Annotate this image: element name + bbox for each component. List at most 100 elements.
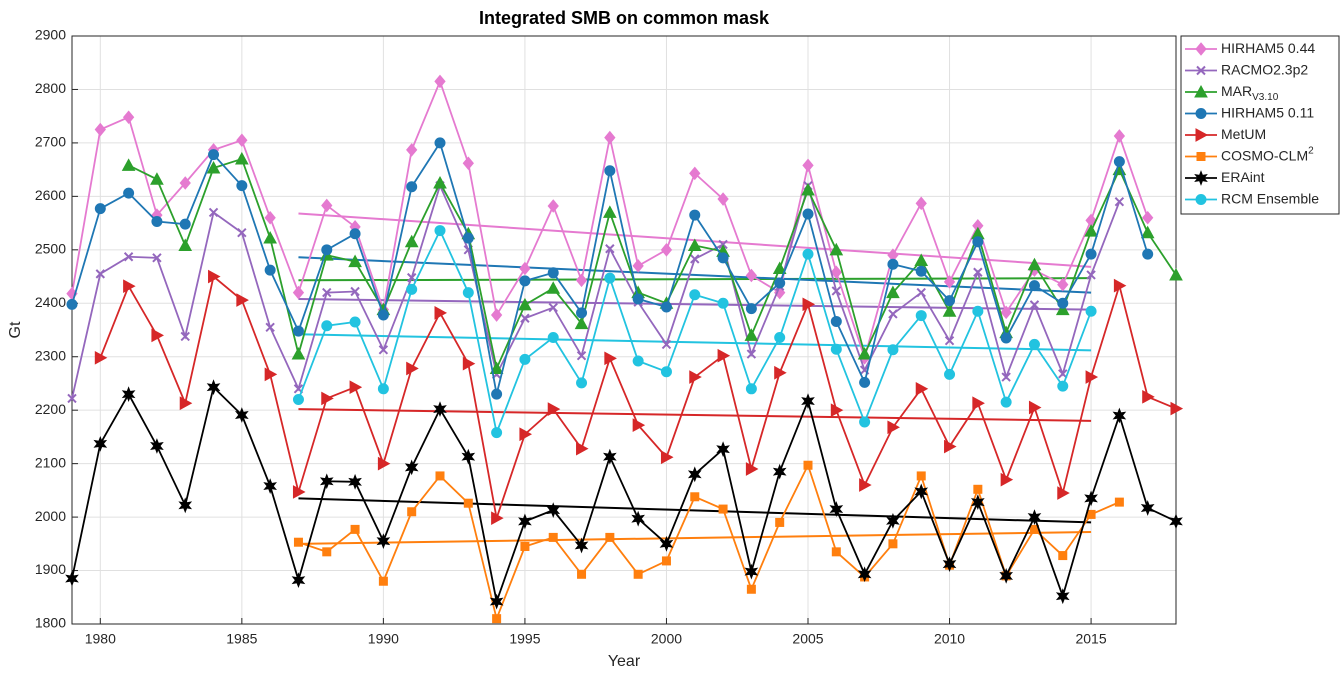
x-tick-label: 1980: [85, 631, 116, 647]
marker: [150, 438, 164, 454]
marker: [434, 74, 446, 89]
marker: [321, 198, 333, 213]
marker: [745, 383, 757, 395]
marker: [404, 459, 419, 476]
legend-text: RCM Ensemble: [1221, 190, 1319, 206]
marker: [1114, 497, 1124, 507]
marker: [434, 306, 448, 320]
marker: [1195, 128, 1209, 142]
marker: [1194, 170, 1208, 186]
legend-label: COSMO-CLM2: [1221, 145, 1314, 163]
marker: [404, 234, 419, 248]
legend-text: MAR: [1221, 83, 1252, 99]
marker: [264, 367, 278, 382]
marker: [915, 310, 927, 322]
marker: [831, 286, 842, 296]
marker: [689, 166, 701, 181]
marker: [687, 238, 702, 252]
marker: [1196, 65, 1206, 76]
marker: [915, 265, 927, 277]
marker: [349, 316, 361, 328]
marker: [772, 463, 787, 480]
marker: [491, 388, 503, 400]
marker: [547, 267, 559, 279]
marker: [604, 351, 617, 366]
legend-text: ERAint: [1221, 169, 1265, 185]
marker: [660, 301, 672, 313]
trend-line: [298, 408, 1092, 422]
x-tick-label: 1985: [226, 631, 257, 647]
marker: [519, 427, 532, 442]
marker: [406, 143, 418, 157]
marker: [831, 547, 841, 557]
marker: [236, 133, 248, 148]
marker: [886, 512, 900, 529]
marker: [859, 416, 871, 428]
marker: [237, 228, 247, 238]
marker: [717, 348, 731, 363]
marker: [829, 242, 844, 256]
marker: [632, 259, 644, 273]
marker: [1057, 277, 1069, 292]
marker: [829, 501, 844, 517]
y-tick-label: 2200: [35, 401, 66, 417]
marker: [830, 343, 842, 355]
marker: [690, 254, 700, 264]
marker: [887, 258, 899, 270]
marker: [291, 347, 306, 360]
marker: [94, 203, 106, 215]
marker: [547, 199, 559, 213]
marker: [690, 492, 700, 502]
marker: [745, 462, 759, 476]
marker: [1057, 380, 1069, 392]
legend-box: [1180, 35, 1340, 215]
marker: [661, 339, 672, 350]
marker: [774, 277, 786, 289]
marker: [576, 377, 588, 389]
x-tick-label: 2015: [1075, 631, 1106, 647]
marker: [717, 252, 729, 264]
marker: [152, 253, 162, 263]
marker: [1085, 248, 1097, 260]
marker: [944, 335, 955, 346]
marker: [1000, 472, 1014, 487]
marker: [944, 439, 957, 454]
y-tick-label: 1800: [35, 615, 66, 631]
marker: [406, 361, 419, 376]
marker: [491, 427, 503, 439]
marker: [859, 376, 871, 388]
marker: [178, 497, 193, 514]
marker: [1000, 396, 1012, 408]
marker: [263, 478, 277, 494]
trend-line: [298, 497, 1092, 524]
marker: [348, 473, 362, 490]
marker: [321, 244, 333, 256]
marker: [603, 448, 617, 465]
marker: [179, 218, 191, 230]
marker: [605, 244, 615, 254]
legend-label: MARV3.10: [1221, 83, 1279, 103]
marker: [434, 137, 446, 149]
marker: [687, 466, 702, 483]
marker: [1113, 278, 1127, 293]
marker: [802, 158, 814, 173]
marker: [206, 379, 221, 396]
legend-subscript: V3.10: [1252, 92, 1279, 103]
marker: [407, 507, 417, 517]
marker: [944, 295, 956, 307]
marker: [547, 402, 561, 416]
legend-superscript: 2: [1308, 145, 1314, 156]
marker: [802, 248, 814, 260]
marker: [1000, 305, 1012, 320]
marker: [519, 261, 531, 276]
marker: [208, 207, 219, 218]
marker: [548, 302, 558, 313]
marker: [857, 347, 872, 360]
y-tick-label: 2400: [35, 294, 66, 310]
marker: [292, 285, 305, 300]
marker: [291, 572, 306, 589]
y-tick-label: 2600: [35, 187, 66, 203]
y-tick-label: 2500: [35, 241, 66, 257]
marker: [378, 576, 388, 586]
marker: [1055, 588, 1070, 605]
